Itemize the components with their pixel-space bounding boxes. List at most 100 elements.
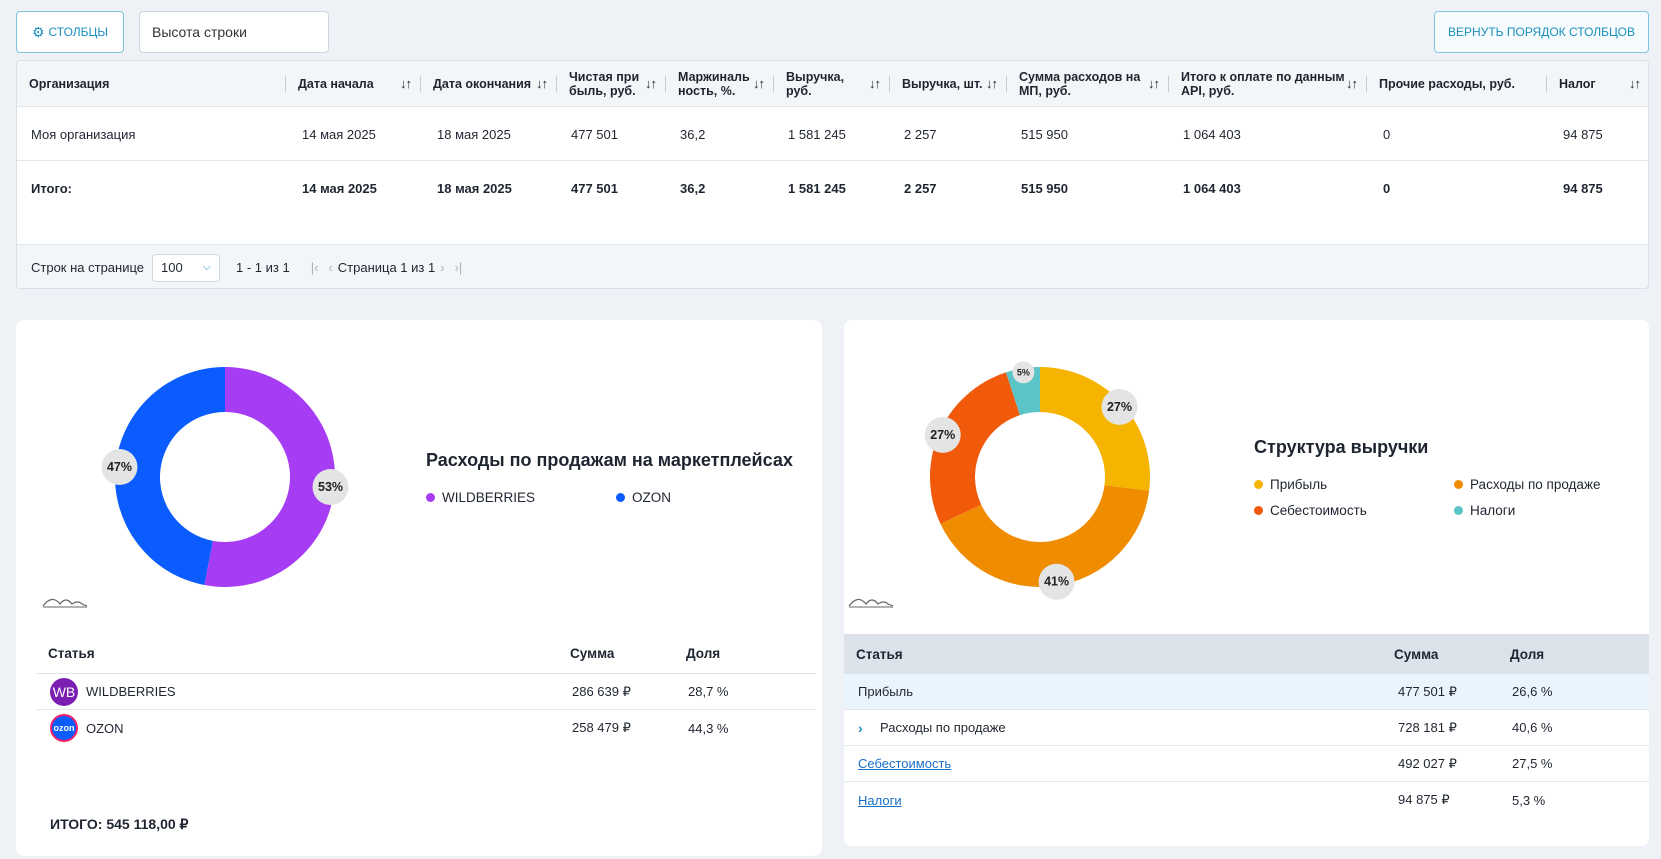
marketplace-expenses-title: Расходы по продажам на маркетплейсах (426, 450, 793, 470)
legend-wildberries[interactable]: WILDBERRIES (426, 490, 535, 505)
sort-arrows-icon[interactable]: ↓↑ (536, 76, 548, 91)
columns-button-label: СТОЛБЦЫ (48, 25, 109, 39)
cell-revenue-rub: 1 581 245 (788, 126, 846, 142)
marketplace-total: ИТОГО: 545 118,00 ₽ (50, 816, 189, 832)
data-table: Организация Дата начала ↓↑ Дата окончания… (16, 60, 1649, 289)
sort-arrows-icon[interactable]: ↓↑ (869, 76, 881, 91)
sort-arrows-icon[interactable]: ↓↑ (645, 76, 657, 91)
table-pagination: Строк на странице 100 ⌵ 1 - 1 из 1 |‹ ‹ … (17, 244, 1648, 288)
total-start-date: 14 мая 2025 (302, 180, 377, 196)
cell-start-date: 14 мая 2025 (302, 126, 376, 142)
total-other-expenses: 0 (1383, 180, 1391, 196)
chart-type-icon[interactable] (42, 592, 88, 608)
cell-mp-expenses: 515 950 (1021, 126, 1068, 142)
ozon-logo-icon: ozon (50, 714, 78, 742)
next-page-icon[interactable]: › (440, 260, 445, 275)
cell-tax: 94 875 (1563, 126, 1603, 142)
reset-column-order-label: ВЕРНУТЬ ПОРЯДОК СТОЛБЦОВ (1448, 25, 1635, 39)
expand-chevron-icon[interactable]: › (858, 719, 863, 736)
taxes-data-label: 5% (1017, 367, 1030, 377)
profit-slice[interactable] (1040, 367, 1150, 491)
pagination-range: 1 - 1 из 1 (236, 260, 290, 275)
sales-expenses-slice[interactable] (940, 485, 1150, 587)
rows-per-page-select[interactable]: 100 ⌵ (152, 253, 221, 282)
col-header-revenue-pcs[interactable]: Выручка, шт. ↓↑ (890, 61, 1007, 107)
col-header-total-api[interactable]: Итого к оплате по данным API, руб. ↓↑ (1169, 61, 1367, 107)
table-row[interactable]: Моя организация 14 мая 2025 18 мая 2025 … (17, 107, 1648, 161)
legend-sales-expenses[interactable]: Расходы по продаже (1454, 477, 1600, 492)
chart-type-icon[interactable] (848, 592, 894, 608)
table-row[interactable]: Налоги 94 875 ₽ 5,3 % (858, 792, 1546, 808)
col-header-revenue-rub[interactable]: Выручка, руб. ↓↑ (774, 61, 890, 107)
page-indicator: Страница 1 из 1 (337, 260, 436, 275)
col-header-margin[interactable]: Маржинальность, %. ↓↑ (666, 61, 774, 107)
legend-profit[interactable]: Прибыль (1254, 477, 1327, 492)
marketplace-expenses-donut: 53% 47% (101, 367, 349, 587)
sort-arrows-icon[interactable]: ↓↑ (1346, 76, 1358, 91)
legend-cost[interactable]: Себестоимость (1254, 503, 1367, 518)
table-row[interactable]: › Расходы по продаже 728 181 ₽ 40,6 % (844, 710, 1649, 746)
table-row[interactable]: Прибыль 477 501 ₽ 26,6 % (844, 674, 1649, 710)
sort-arrows-icon[interactable]: ↓↑ (986, 76, 998, 91)
legend-taxes[interactable]: Налоги (1454, 503, 1515, 518)
prev-page-icon[interactable]: ‹ (328, 260, 333, 275)
sort-arrows-icon[interactable]: ↓↑ (1148, 76, 1160, 91)
col-header-net-profit[interactable]: Чистая прибыль, руб. ↓↑ (557, 61, 666, 107)
wildberries-logo-icon: WB (50, 677, 78, 706)
rows-per-page-label: Строк на странице (31, 260, 145, 275)
profit-data-label: 27% (1107, 400, 1132, 414)
cell-margin: 36,2 (680, 126, 706, 142)
last-page-icon[interactable]: ›| (454, 260, 463, 275)
total-mp-expenses: 515 950 (1021, 180, 1068, 196)
total-revenue-rub: 1 581 245 (788, 180, 846, 196)
total-label: Итого: (31, 180, 72, 196)
table-total-row: Итого: 14 мая 2025 18 мая 2025 477 501 3… (17, 161, 1648, 215)
revenue-structure-card: 27% 41% 27% 5% Структура выручки Прибыль Ра… (844, 320, 1649, 846)
sort-arrows-icon[interactable]: ↓↑ (753, 76, 765, 91)
total-end-date: 18 мая 2025 (437, 180, 512, 196)
first-page-icon[interactable]: |‹ (310, 260, 319, 275)
revenue-table-header: Статья Сумма Доля (844, 634, 1649, 674)
marketplace-expenses-card: 53% 47% Расходы по продажам на маркетплей… (16, 320, 822, 856)
ozon-slice[interactable] (114, 367, 225, 586)
taxes-label-bubble (1012, 361, 1035, 384)
sort-arrows-icon[interactable]: ↓↑ (400, 76, 412, 91)
cell-other-expenses: 0 (1383, 126, 1391, 142)
col-header-end-date[interactable]: Дата окончания ↓↑ (421, 61, 557, 107)
total-total-api: 1 064 403 (1183, 180, 1241, 196)
cell-total-api: 1 064 403 (1183, 126, 1241, 142)
sort-arrows-icon[interactable]: ↓↑ (1629, 76, 1641, 91)
col-header-mp-expenses[interactable]: Сумма расходов на МП, руб. ↓↑ (1007, 61, 1169, 107)
taxes-link[interactable]: Налоги (858, 792, 902, 808)
marketplace-table-header: Статья Сумма Доля (36, 634, 816, 674)
table-row[interactable]: Себестоимость 492 027 ₽ 27,5 % (844, 746, 1649, 782)
table-header: Организация Дата начала ↓↑ Дата окончания… (17, 61, 1648, 107)
row-height-input[interactable] (139, 11, 329, 53)
cell-organization: Моя организация (31, 126, 136, 142)
cost-label-bubble (924, 416, 961, 453)
wildberries-slice[interactable] (204, 367, 335, 587)
gear-icon: ⚙ (31, 23, 45, 40)
revenue-structure-donut: 27% 41% 27% 5% (924, 361, 1150, 600)
total-margin: 36,2 (680, 180, 706, 196)
col-header-other-expenses[interactable]: Прочие расходы, руб. (1367, 61, 1547, 107)
sales-expenses-data-label: 41% (1044, 575, 1069, 589)
total-tax: 94 875 (1563, 180, 1603, 196)
legend-ozon[interactable]: OZON (616, 490, 671, 505)
cell-revenue-pcs: 2 257 (904, 126, 937, 142)
columns-button[interactable]: ⚙ СТОЛБЦЫ (16, 11, 124, 53)
cost-slice[interactable] (930, 372, 1020, 524)
sales-expenses-label-bubble (1038, 563, 1075, 600)
col-header-organization[interactable]: Организация (29, 61, 286, 107)
col-header-start-date[interactable]: Дата начала ↓↑ (286, 61, 421, 107)
ozon-data-label: 47% (107, 460, 132, 474)
table-row[interactable]: WB WILDBERRIES 286 639 ₽ 28,7 % (36, 674, 816, 710)
ozon-label-bubble (101, 449, 138, 486)
table-row[interactable]: ozon OZON 258 479 ₽ 44,3 % (36, 710, 816, 746)
reset-column-order-button[interactable]: ВЕРНУТЬ ПОРЯДОК СТОЛБЦОВ (1434, 11, 1649, 53)
cost-link[interactable]: Себестоимость (858, 756, 952, 771)
cost-data-label: 27% (930, 428, 955, 442)
col-header-tax[interactable]: Налог ↓↑ (1559, 76, 1641, 92)
rows-per-page-value: 100 (161, 260, 183, 275)
revenue-structure-title: Структура выручки (1254, 437, 1429, 457)
